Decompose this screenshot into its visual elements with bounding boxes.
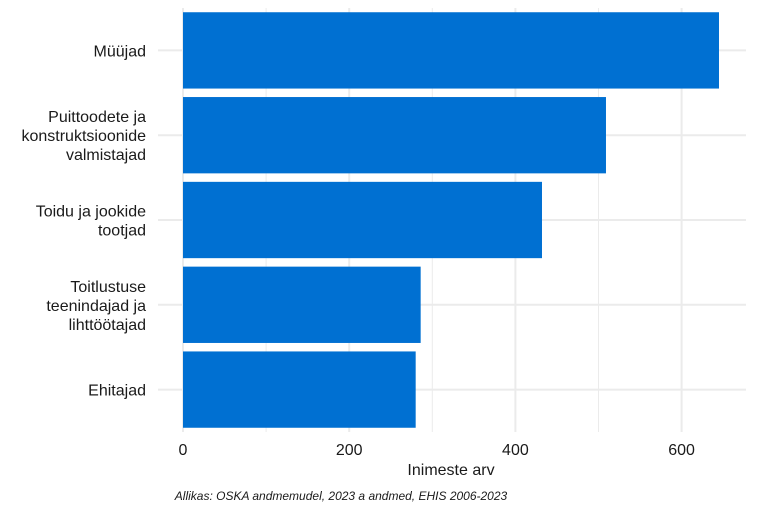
category-label: Müüjad <box>94 43 146 60</box>
category-label: Puittoodete ja <box>48 109 146 126</box>
category-label: lihttöötajad <box>69 317 146 334</box>
bar <box>183 266 421 343</box>
x-tick-label: 600 <box>668 442 695 459</box>
source-caption: Allikas: OSKA andmemudel, 2023 a andmed,… <box>174 489 508 503</box>
category-label: valmistajad <box>66 147 146 164</box>
bar <box>183 97 606 174</box>
category-label: teenindajad ja <box>46 298 146 315</box>
bar <box>183 12 719 89</box>
category-label: Toitlustuse <box>70 279 146 296</box>
category-label: Toidu ja jookide <box>36 204 146 221</box>
category-label: konstruktsioonide <box>21 128 146 145</box>
bar <box>183 351 416 428</box>
bars <box>183 12 719 428</box>
x-tick-label: 400 <box>502 442 529 459</box>
x-axis-title: Inimeste arv <box>407 462 494 479</box>
category-labels: Müüjad Puittoodete ja konstruktsioonide val… <box>21 43 146 399</box>
bar <box>183 181 542 259</box>
category-label: Ehitajad <box>88 383 146 400</box>
category-label: tootjad <box>98 223 146 240</box>
x-tick-label: 200 <box>336 442 363 459</box>
x-tick-label: 0 <box>179 442 188 459</box>
x-tick-labels: 0 200 400 600 <box>179 442 695 459</box>
